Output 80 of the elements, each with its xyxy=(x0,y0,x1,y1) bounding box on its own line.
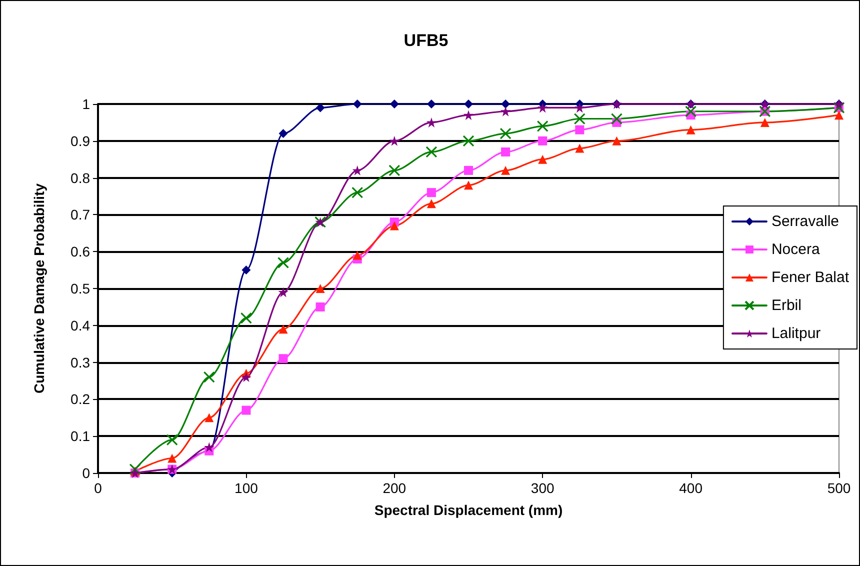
point xyxy=(501,166,510,175)
point xyxy=(204,442,214,452)
point xyxy=(464,100,473,108)
point xyxy=(501,100,510,108)
point xyxy=(500,128,512,140)
y-tick-label: 0.4 xyxy=(70,317,90,334)
point xyxy=(686,125,696,134)
point xyxy=(352,250,362,260)
x-tick-label: 0 xyxy=(94,480,102,496)
point xyxy=(574,112,586,125)
point xyxy=(241,372,252,382)
point xyxy=(390,100,399,108)
point xyxy=(240,312,252,324)
y-tick-label: 0.3 xyxy=(70,354,90,370)
point xyxy=(168,454,177,463)
point xyxy=(204,413,214,422)
point xyxy=(129,464,141,476)
y-tick-label: 0.6 xyxy=(70,244,90,260)
x-tick-label: 100 xyxy=(234,480,258,496)
point xyxy=(538,154,548,164)
point xyxy=(277,256,290,268)
point xyxy=(612,136,622,146)
point xyxy=(166,434,178,446)
point xyxy=(389,136,400,146)
point xyxy=(538,136,548,146)
legend-label: Serravalle xyxy=(771,213,839,230)
y-tick-label: 0.7 xyxy=(70,206,90,223)
point xyxy=(242,266,251,275)
y-tick-label: 1 xyxy=(82,96,90,112)
legend-label: Fener Balat xyxy=(771,269,850,286)
y-tick-label: 0.8 xyxy=(70,170,90,186)
point xyxy=(278,129,288,138)
point xyxy=(388,164,400,176)
point xyxy=(352,186,364,198)
point xyxy=(464,180,473,190)
point xyxy=(610,112,622,125)
point xyxy=(426,117,436,128)
legend-label: Lalitpur xyxy=(771,325,821,342)
point xyxy=(574,102,585,113)
point xyxy=(426,100,436,108)
point xyxy=(536,120,548,132)
point xyxy=(278,324,288,334)
point xyxy=(426,188,436,198)
point xyxy=(316,284,325,293)
point xyxy=(464,166,473,175)
point xyxy=(426,199,436,208)
y-tick-label: 0.5 xyxy=(70,280,90,296)
x-tick-label: 500 xyxy=(827,480,851,496)
point xyxy=(575,125,584,134)
point xyxy=(501,147,510,156)
chart-title: UFB5 xyxy=(404,31,448,50)
point xyxy=(538,102,548,113)
y-tick-label: 0.1 xyxy=(70,428,90,444)
point xyxy=(500,106,511,116)
x-tick-label: 200 xyxy=(382,480,406,496)
y-tick-label: 0.2 xyxy=(70,391,90,408)
point xyxy=(278,287,288,298)
point xyxy=(575,144,584,153)
y-tick-label: 0 xyxy=(82,465,90,481)
point xyxy=(316,103,325,112)
point xyxy=(203,371,215,383)
point xyxy=(352,165,362,176)
point xyxy=(426,146,438,158)
point xyxy=(316,302,325,312)
point xyxy=(242,406,251,415)
x-tick-label: 300 xyxy=(530,480,554,496)
x-axis-title: Spectral Displacement (mm) xyxy=(374,502,563,518)
point xyxy=(464,110,474,120)
point xyxy=(760,118,770,127)
y-tick-label: 0.9 xyxy=(70,132,90,149)
point xyxy=(462,135,474,147)
legend-label: Erbil xyxy=(771,297,802,314)
point xyxy=(834,110,844,120)
x-tick-label: 400 xyxy=(679,480,703,496)
point xyxy=(352,100,362,108)
point xyxy=(390,221,399,230)
legend-label: Nocera xyxy=(771,241,820,258)
y-axis-title: Cumulative Damage Probability xyxy=(31,183,47,394)
point xyxy=(278,354,288,364)
point xyxy=(685,106,697,118)
